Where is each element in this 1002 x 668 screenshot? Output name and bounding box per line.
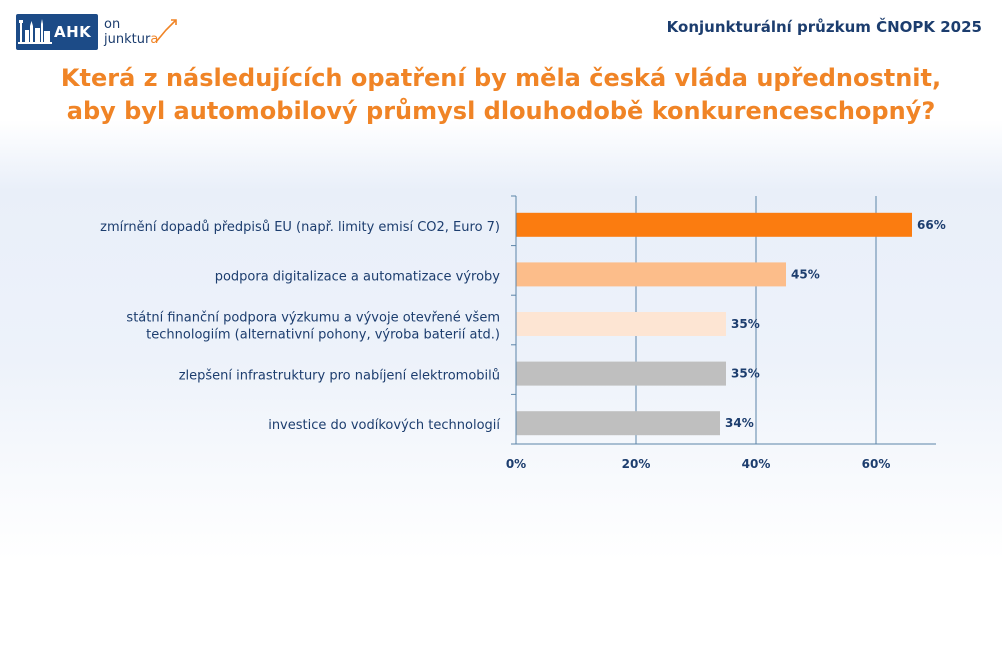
survey-name: Konjunkturální průzkum ČNOPK 2025: [666, 18, 982, 36]
x-tick-label: 60%: [862, 457, 891, 471]
chart-title-line-2: aby byl automobilový průmysl dlouhodobě …: [66, 97, 936, 125]
category-label: podpora digitalizace a automatizace výro…: [215, 269, 501, 284]
x-tick-label: 20%: [622, 457, 651, 471]
skyline-icon: [18, 19, 52, 44]
trend-arrow-icon: [155, 19, 177, 43]
category-label: technologiím (alternativní pohony, výrob…: [146, 328, 500, 343]
bar: [516, 312, 726, 336]
data-label: 35%: [731, 367, 760, 381]
bar: [516, 212, 912, 237]
data-label: 34%: [725, 416, 754, 430]
x-tick-label: 40%: [742, 457, 771, 471]
bar: [516, 262, 786, 287]
logo: AHK on junktura: [16, 14, 177, 50]
category-label: státní finanční podpora výzkumu a vývoje…: [126, 311, 500, 326]
logo-badge: AHK: [16, 14, 98, 50]
data-label: 66%: [917, 218, 946, 232]
x-tick-label: 0%: [506, 457, 526, 471]
data-label: 45%: [791, 267, 820, 281]
bar: [516, 361, 726, 386]
logo-ahk-text: AHK: [54, 23, 92, 41]
category-label: zlepšení infrastruktury pro nabíjení ele…: [179, 369, 500, 384]
chart-title-line-1: Která z následujících opatření by měla č…: [60, 64, 942, 92]
bar: [516, 411, 720, 436]
logo-line-2-text: junktur: [104, 32, 151, 47]
logo-line-2-tail: a: [150, 32, 159, 47]
logo-wordmark: on junktura: [104, 14, 177, 50]
data-label: 35%: [731, 317, 760, 331]
category-label: investice do vodíkových technologií: [268, 418, 500, 433]
logo-line-2: junktura: [104, 19, 177, 47]
chart-title: Která z následujících opatření by měla č…: [0, 62, 1002, 128]
category-label: zmírnění dopadů předpisů EU (např. limit…: [100, 220, 500, 235]
logo-line-1: on: [104, 17, 121, 32]
